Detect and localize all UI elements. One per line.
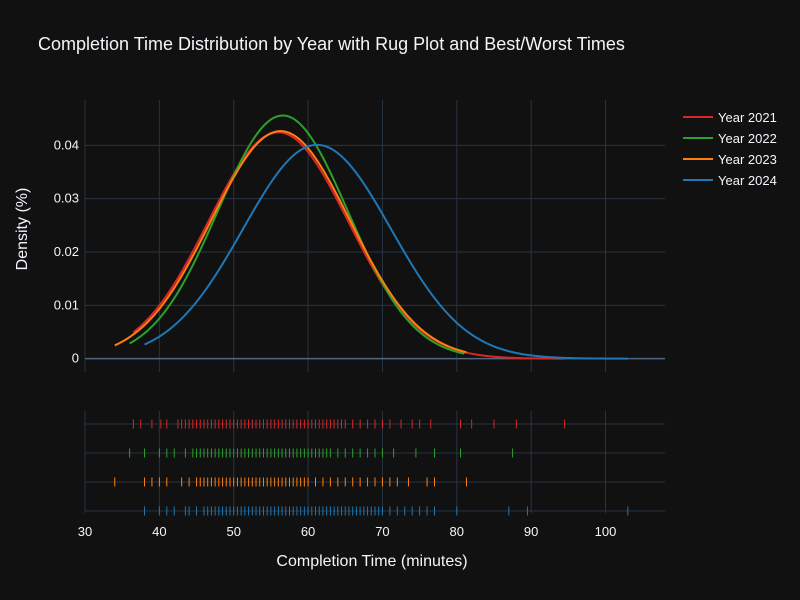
x-tick-label: 90: [524, 524, 538, 539]
x-tick-label: 60: [301, 524, 315, 539]
x-tick-label: 40: [152, 524, 166, 539]
x-tick-label: 70: [375, 524, 389, 539]
density-curve-year-2024[interactable]: [144, 143, 628, 360]
density-panel: 0 0.01 0.02 0.03 0.04: [54, 100, 665, 372]
y-tick-label: 0: [72, 351, 79, 366]
x-tick-label: 100: [595, 524, 617, 539]
y-tick-label: 0.04: [54, 137, 79, 152]
legend-label: Year 2022: [718, 131, 777, 146]
chart-title: Completion Time Distribution by Year wit…: [38, 34, 625, 54]
x-tick-label: 80: [450, 524, 464, 539]
rug-panel: 30 40 50 60 70 80 90 100: [78, 411, 665, 539]
density-curve-year-2022[interactable]: [129, 114, 465, 355]
legend-label: Year 2021: [718, 110, 777, 125]
y-tick-label: 0.02: [54, 244, 79, 259]
legend[interactable]: Year 2021 Year 2022 Year 2023 Year 2024: [683, 110, 777, 188]
y-axis-title: Density (%): [14, 188, 31, 271]
legend-label: Year 2024: [718, 173, 777, 188]
x-tick-label: 30: [78, 524, 92, 539]
x-tick-label: 50: [226, 524, 240, 539]
density-curve-year-2023[interactable]: [114, 130, 467, 354]
legend-item-year-2023[interactable]: Year 2023: [683, 152, 777, 167]
x-axis-title: Completion Time (minutes): [276, 553, 467, 570]
legend-item-year-2021[interactable]: Year 2021: [683, 110, 777, 125]
legend-item-year-2022[interactable]: Year 2022: [683, 131, 777, 146]
legend-label: Year 2023: [718, 152, 777, 167]
legend-item-year-2024[interactable]: Year 2024: [683, 173, 777, 188]
y-tick-label: 0.03: [54, 191, 79, 206]
y-tick-label: 0.01: [54, 297, 79, 312]
density-curve-year-2021[interactable]: [132, 131, 565, 360]
